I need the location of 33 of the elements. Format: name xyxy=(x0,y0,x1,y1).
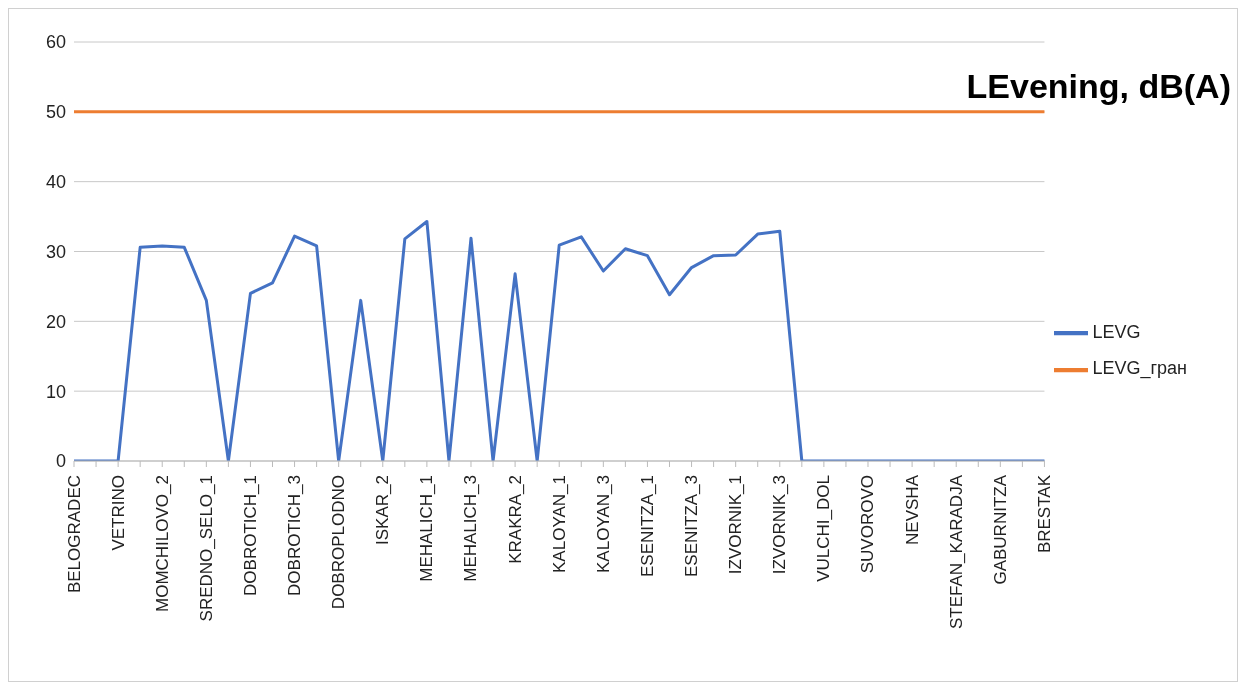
x-tick-label: DOBROTICH_3 xyxy=(285,475,305,596)
y-tick-label: 60 xyxy=(45,32,66,53)
x-tick-label: STEFAN_KARADJA xyxy=(946,474,966,629)
y-tick-label: 40 xyxy=(45,172,66,193)
y-tick-label: 30 xyxy=(45,241,66,262)
x-tick-label: MEHALICH_1 xyxy=(417,475,437,582)
x-tick-label: BRESTAK xyxy=(1034,474,1054,554)
x-tick-label: DOBROTICH_1 xyxy=(240,475,260,596)
legend-label: LEVG xyxy=(1092,322,1141,342)
x-tick-label: MOMCHILOVO_2 xyxy=(152,475,172,612)
y-tick-label: 50 xyxy=(45,102,66,123)
x-tick-label: NEVSHA xyxy=(902,474,922,545)
x-tick-label: KRAKRA_2 xyxy=(505,475,525,564)
x-tick-label: SUVOROVO xyxy=(858,475,878,574)
legend-label: LEVG_гран xyxy=(1092,358,1187,379)
text: LEvening, dB(A) xyxy=(966,67,1231,106)
x-tick-label: ESENITZA_1 xyxy=(637,475,657,578)
x-tick-label: VETRINO xyxy=(108,475,128,551)
y-tick-label: 10 xyxy=(45,381,66,402)
x-tick-label: ESENITZA_3 xyxy=(682,475,702,578)
x-tick-label: IZVORNIK_1 xyxy=(726,475,746,575)
x-tick-label: DOBROPLODNO xyxy=(329,475,349,610)
x-tick-label: BELOGRADEC xyxy=(64,475,84,594)
x-tick-label: IZVORNIK_3 xyxy=(770,475,790,575)
x-tick-label: ISKAR_2 xyxy=(373,475,393,545)
y-tick-label: 20 xyxy=(45,311,66,332)
x-tick-label: KALOYAN_1 xyxy=(549,475,569,573)
x-tick-label: GABURNITZA xyxy=(990,474,1010,585)
y-tick-label: 0 xyxy=(55,451,66,472)
x-tick-label: VULCHI_DOL xyxy=(814,475,834,582)
x-tick-label: SREDNO_SELO_1 xyxy=(196,475,216,622)
x-tick-label: MEHALICH_3 xyxy=(461,475,481,582)
x-tick-label: KALOYAN_3 xyxy=(593,475,613,573)
